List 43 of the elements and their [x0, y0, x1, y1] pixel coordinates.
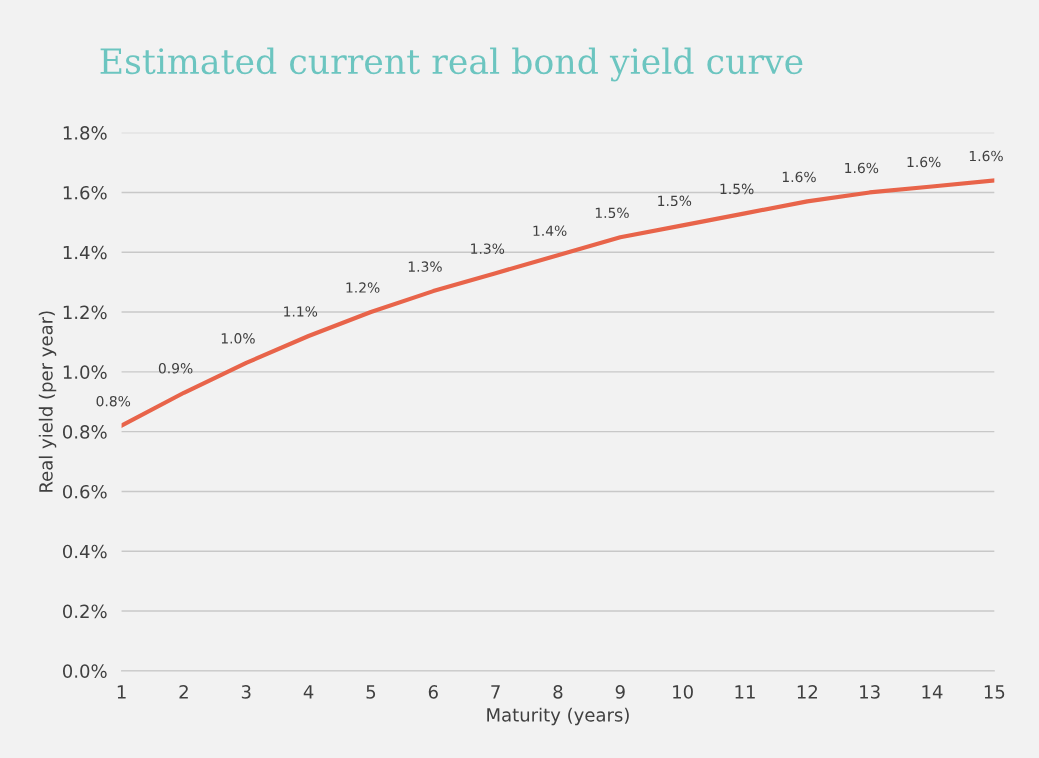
y-tick-label: 0.8% — [63, 425, 107, 439]
y-tick-label: 1.0% — [63, 365, 107, 379]
y-tick-label: 1.6% — [63, 185, 107, 200]
x-tick-label: 15 — [984, 685, 1005, 699]
x-tick-label: 1 — [117, 685, 126, 699]
data-label: 1.1% — [284, 306, 318, 317]
x-axis-title: Maturity (years) — [487, 707, 629, 726]
x-tick-label: 5 — [366, 685, 376, 699]
data-label: 1.5% — [658, 195, 692, 207]
data-label: 1.2% — [346, 282, 380, 293]
y-axis-title: Real yield (per year) — [38, 311, 57, 492]
x-tick-label: 12 — [797, 685, 817, 699]
data-label: 0.8% — [96, 395, 131, 407]
x-tick-label: 9 — [615, 685, 625, 699]
x-tick-label: 4 — [303, 685, 314, 699]
chart-title: Estimated current real bond yield curve — [100, 47, 803, 82]
x-tick-label: 14 — [922, 685, 943, 699]
data-label: 1.0% — [221, 333, 255, 344]
x-tick-label: 7 — [491, 685, 500, 699]
data-label: 1.5% — [720, 183, 754, 195]
data-label: 1.6% — [969, 150, 1003, 162]
y-tick-label: 0.6% — [63, 484, 107, 499]
data-label: 1.6% — [907, 156, 941, 168]
y-tick-label: 1.2% — [63, 305, 107, 320]
data-label: 1.5% — [595, 207, 629, 219]
data-label: 0.9% — [158, 363, 193, 374]
data-label: 1.6% — [845, 162, 879, 174]
y-tick-label: 1.4% — [63, 245, 107, 260]
data-label: 1.6% — [782, 171, 816, 183]
y-tick-label: 1.8% — [63, 126, 107, 140]
x-tick-label: 8 — [553, 685, 563, 699]
y-tick-label: 0.2% — [63, 604, 107, 619]
x-tick-label: 11 — [735, 685, 755, 699]
x-tick-label: 6 — [428, 685, 438, 699]
x-tick-label: 13 — [860, 685, 880, 699]
x-tick-label: 10 — [673, 685, 693, 699]
y-tick-label: 0.0% — [63, 664, 107, 678]
data-label: 1.3% — [408, 261, 442, 272]
data-label: 1.4% — [533, 225, 567, 236]
x-tick-label: 3 — [241, 685, 251, 699]
y-tick-label: 0.4% — [63, 544, 107, 559]
data-label: 1.3% — [471, 243, 505, 254]
x-tick-label: 2 — [179, 685, 188, 699]
